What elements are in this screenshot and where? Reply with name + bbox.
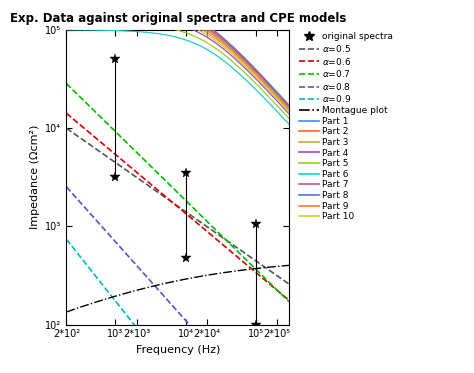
Legend: original spectra, $\alpha$=0.5, $\alpha$=0.6, $\alpha$=0.7, $\alpha$=0.8, $\alph: original spectra, $\alpha$=0.5, $\alpha$… — [298, 31, 394, 222]
Y-axis label: Impedance (Ωcm²): Impedance (Ωcm²) — [30, 125, 40, 229]
Title: Exp. Data against original spectra and CPE models: Exp. Data against original spectra and C… — [9, 12, 346, 25]
X-axis label: Frequency (Hz): Frequency (Hz) — [136, 345, 220, 355]
